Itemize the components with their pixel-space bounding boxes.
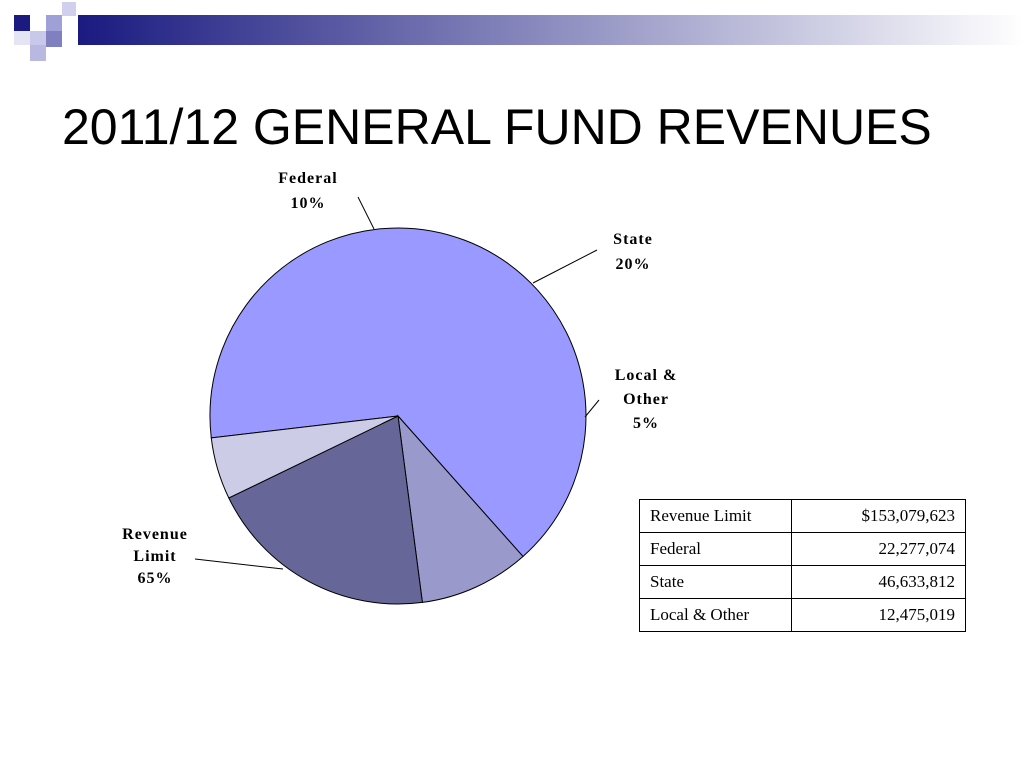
slice-label-line: State	[613, 231, 653, 248]
leader-line	[357, 196, 375, 230]
pie-slice-revenue-limit	[209, 227, 587, 558]
slice-label-line: 20%	[616, 256, 651, 273]
leader-line	[532, 249, 598, 284]
slice-label: Federal 10%	[278, 170, 337, 212]
leader-line	[194, 558, 284, 570]
decor-square	[14, 31, 30, 45]
leader-line	[584, 399, 600, 418]
pie-slice-federal	[397, 414, 524, 603]
table-cell-label: State	[639, 565, 792, 599]
slice-label: Revenue Limit 65%	[122, 526, 188, 587]
table-cell-label: Federal	[639, 532, 792, 566]
slide-title: 2011/12 GENERAL FUND REVENUES	[62, 99, 932, 155]
table-row: Revenue Limit $153,079,623	[639, 499, 966, 533]
header-decoration	[14, 2, 1024, 61]
header-gradient-band	[78, 15, 1024, 45]
table-cell-label: Revenue Limit	[639, 499, 792, 533]
pie-slice-state	[228, 415, 423, 605]
slice-label-line: Local &	[615, 367, 678, 384]
pie-slice-local-other	[210, 415, 399, 499]
decor-square	[46, 15, 62, 31]
decor-square	[14, 15, 30, 31]
slice-label-line: Limit	[133, 548, 176, 565]
table-cell-value: 12,475,019	[791, 598, 966, 632]
table-cell-value: $153,079,623	[791, 499, 966, 533]
table-row: Local & Other 12,475,019	[639, 598, 966, 632]
decor-square	[30, 31, 46, 47]
slice-label-line: 5%	[633, 415, 659, 432]
slice-label-line: Revenue	[122, 526, 188, 543]
slice-label-line: 65%	[138, 570, 173, 587]
table-cell-label: Local & Other	[639, 598, 792, 632]
table-cell-value: 22,277,074	[791, 532, 966, 566]
decor-square	[30, 45, 46, 61]
slice-label-line: Other	[623, 391, 669, 408]
revenue-table: Revenue Limit $153,079,623 Federal 22,27…	[639, 499, 966, 632]
slice-label-line: 10%	[291, 195, 326, 212]
decor-square	[62, 2, 76, 16]
table-cell-value: 46,633,812	[791, 565, 966, 599]
slice-label: State 20%	[613, 231, 653, 273]
slice-label: Local & Other 5%	[615, 367, 678, 432]
table-row: Federal 22,277,074	[639, 532, 966, 566]
slice-label-line: Federal	[278, 170, 337, 187]
decor-square	[46, 31, 62, 47]
table-row: State 46,633,812	[639, 565, 966, 599]
